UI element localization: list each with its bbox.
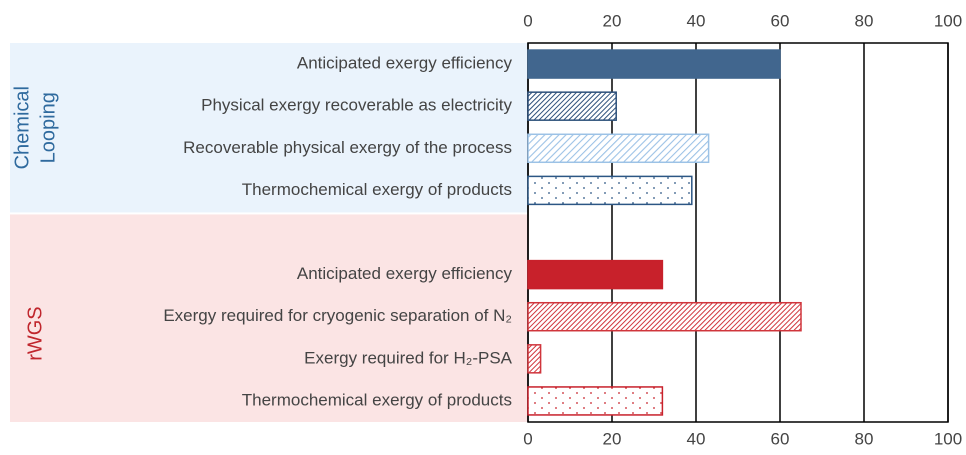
x-tick-label: 40: [687, 429, 706, 448]
x-tick-label: 60: [771, 429, 790, 448]
category-label: Exergy required for H₂-PSA: [304, 348, 513, 367]
x-tick-label: 60: [771, 11, 790, 30]
group-background: [10, 214, 528, 422]
x-tick-label: 20: [603, 11, 622, 30]
bar: [527, 259, 664, 290]
category-label: Thermochemical exergy of products: [242, 180, 512, 199]
bar: [527, 49, 781, 79]
x-tick-label: 40: [687, 11, 706, 30]
group-label: Looping: [37, 92, 59, 163]
x-tick-label: 80: [855, 11, 874, 30]
bar: [527, 344, 542, 374]
category-label: Exergy required for cryogenic separation…: [163, 306, 512, 325]
x-tick-label: 100: [934, 11, 962, 30]
category-label: Thermochemical exergy of products: [242, 390, 512, 409]
category-label: Recoverable physical exergy of the proce…: [183, 138, 512, 157]
category-label: Anticipated exergy efficiency: [297, 54, 513, 73]
bar: [527, 386, 664, 416]
x-tick-label: 100: [934, 429, 962, 448]
x-tick-label: 0: [523, 429, 532, 448]
bar: [527, 133, 710, 164]
x-tick-label: 80: [855, 429, 874, 448]
bar: [527, 301, 802, 332]
group-label: rWGS: [24, 306, 46, 360]
x-tick-label: 20: [603, 429, 622, 448]
category-label: Anticipated exergy efficiency: [297, 264, 513, 283]
bar: [527, 175, 693, 206]
group-background: [10, 43, 528, 213]
category-label: Physical exergy recoverable as electrici…: [201, 96, 512, 115]
x-tick-label: 0: [523, 11, 532, 30]
bar: [527, 91, 617, 121]
group-label: Chemical: [11, 86, 33, 169]
